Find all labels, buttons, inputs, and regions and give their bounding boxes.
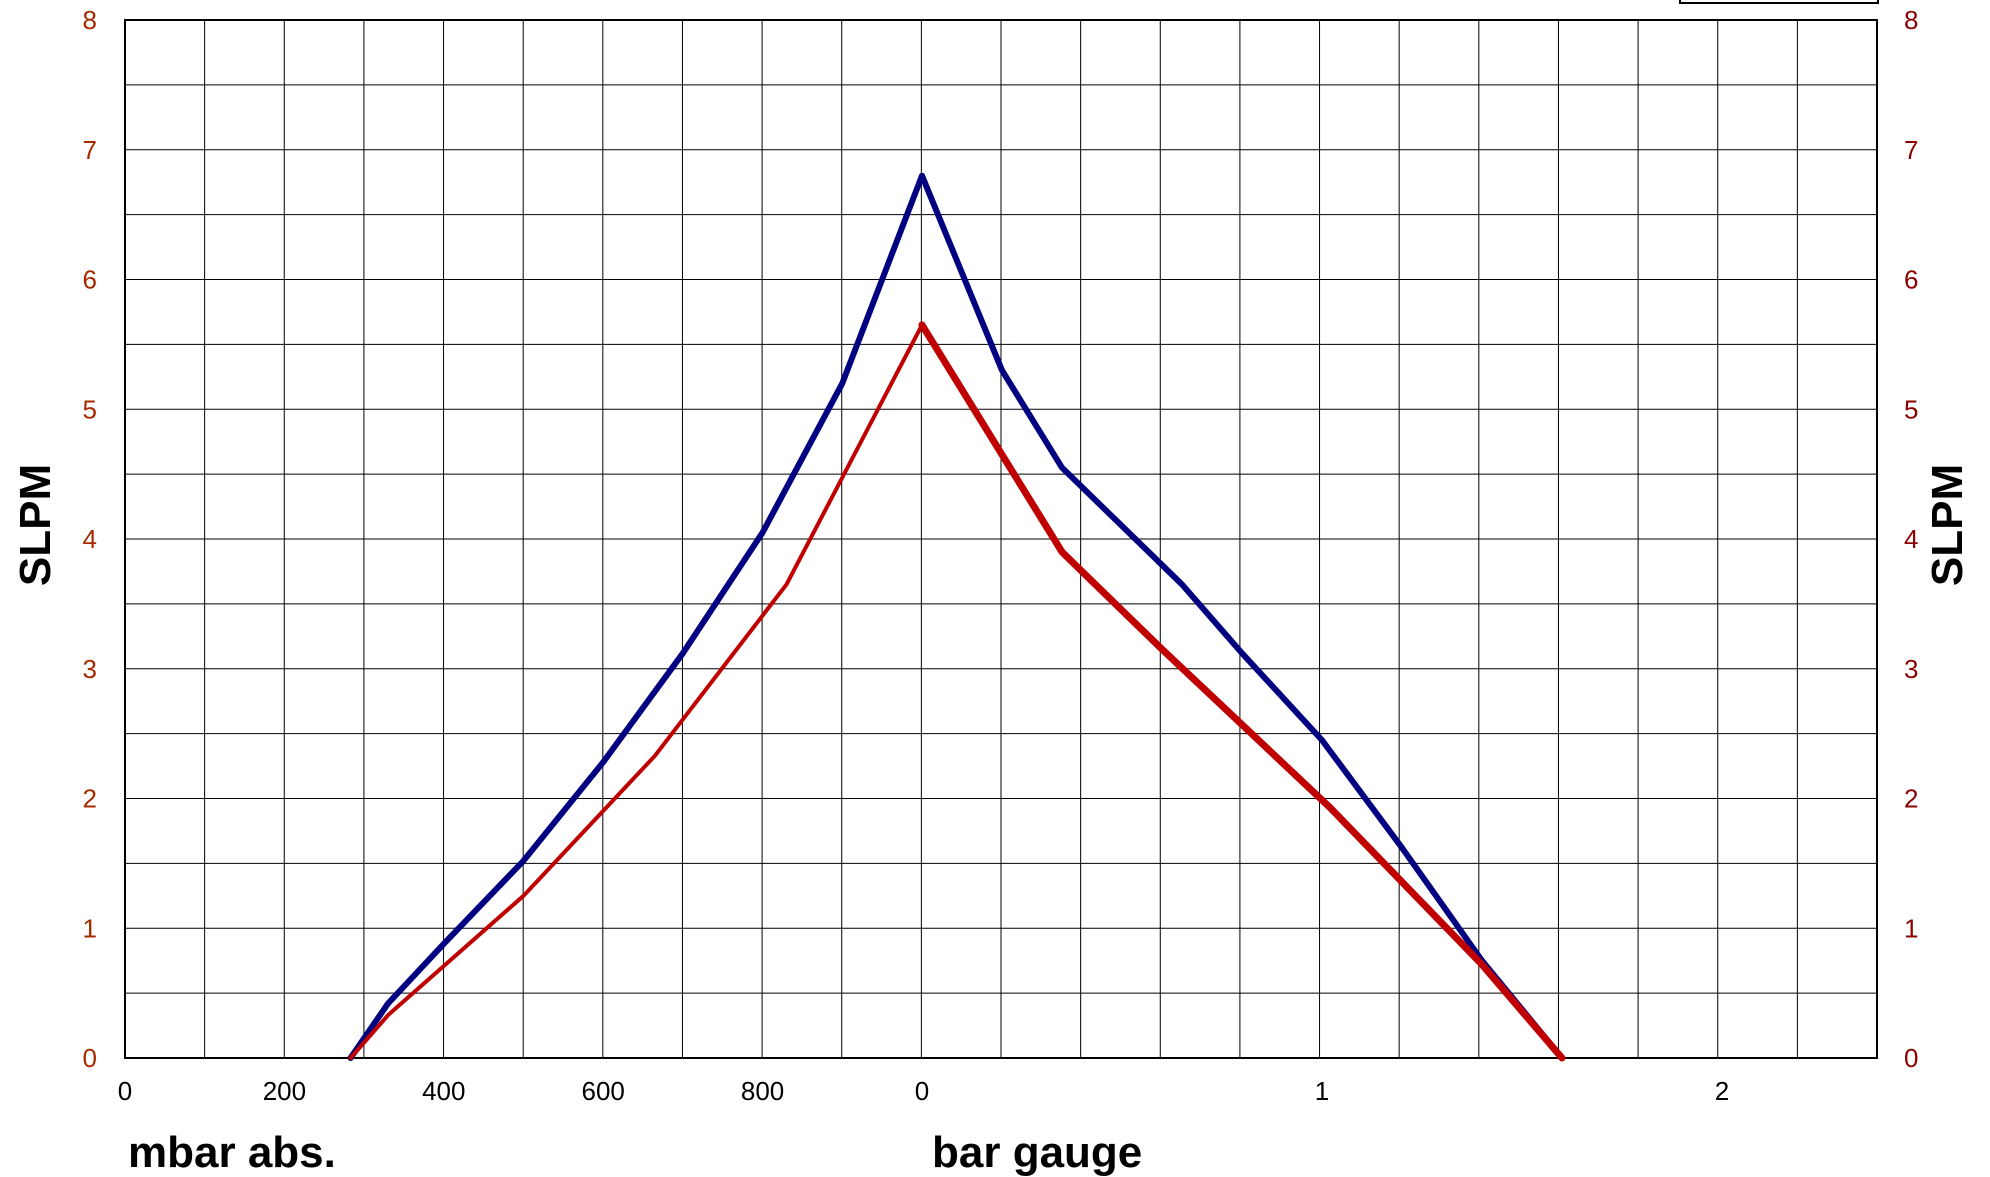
y-tick-label-right: 1	[1904, 913, 1918, 943]
y-tick-label-left: 8	[83, 5, 97, 35]
y-tick-label-right: 4	[1904, 524, 1918, 554]
series-layer	[347, 172, 1566, 1062]
y-axis-title-left: SLPM	[11, 464, 60, 586]
series-line-blue	[347, 172, 1565, 1061]
x-tick-label-bar-gauge: 2	[1715, 1076, 1729, 1106]
x-tick-label-bar-gauge: 0	[915, 1076, 929, 1106]
y-tick-label-right: 8	[1904, 5, 1918, 35]
series-line-red-gauge	[918, 321, 1566, 1062]
x-ticks: 0 200 400 600 800 0 1 2	[118, 1076, 1729, 1106]
y-tick-label-right: 3	[1904, 654, 1918, 684]
y-tick-label-right: 7	[1904, 135, 1918, 165]
y-ticks-left: 0 1 2 3 4 5 6 7 8	[83, 5, 97, 1073]
y-tick-label-right: 5	[1904, 394, 1918, 424]
x-tick-label-mbar: 800	[741, 1076, 784, 1106]
y-tick-label-left: 3	[83, 654, 97, 684]
y-tick-label-left: 1	[83, 913, 97, 943]
y-tick-label-right: 6	[1904, 265, 1918, 295]
grid-lines	[125, 20, 1877, 1058]
y-tick-label-right: 0	[1904, 1043, 1918, 1073]
x-axis-label-mbar: mbar abs.	[128, 1128, 336, 1177]
y-tick-label-left: 5	[83, 394, 97, 424]
x-tick-label-bar-gauge: 1	[1315, 1076, 1329, 1106]
legend-box	[1679, 0, 1879, 4]
x-tick-label-mbar: 200	[263, 1076, 306, 1106]
y-axis-title-right: SLPM	[1923, 464, 1972, 586]
series-line-red-vacuum	[348, 322, 924, 1060]
x-axis-label-bar-gauge: bar gauge	[932, 1128, 1142, 1177]
x-tick-label-mbar: 400	[422, 1076, 465, 1106]
x-tick-label-mbar: 0	[118, 1076, 132, 1106]
x-tick-label-mbar: 600	[582, 1076, 625, 1106]
y-tick-label-left: 4	[83, 524, 97, 554]
y-tick-label-left: 6	[83, 265, 97, 295]
plot-frame	[124, 19, 1878, 1059]
y-ticks-right: 0 1 2 3 4 5 6 7 8	[1904, 5, 1918, 1073]
y-tick-label-left: 7	[83, 135, 97, 165]
y-tick-label-left: 0	[83, 1043, 97, 1073]
y-tick-label-left: 2	[83, 784, 97, 814]
y-tick-label-right: 2	[1904, 784, 1918, 814]
